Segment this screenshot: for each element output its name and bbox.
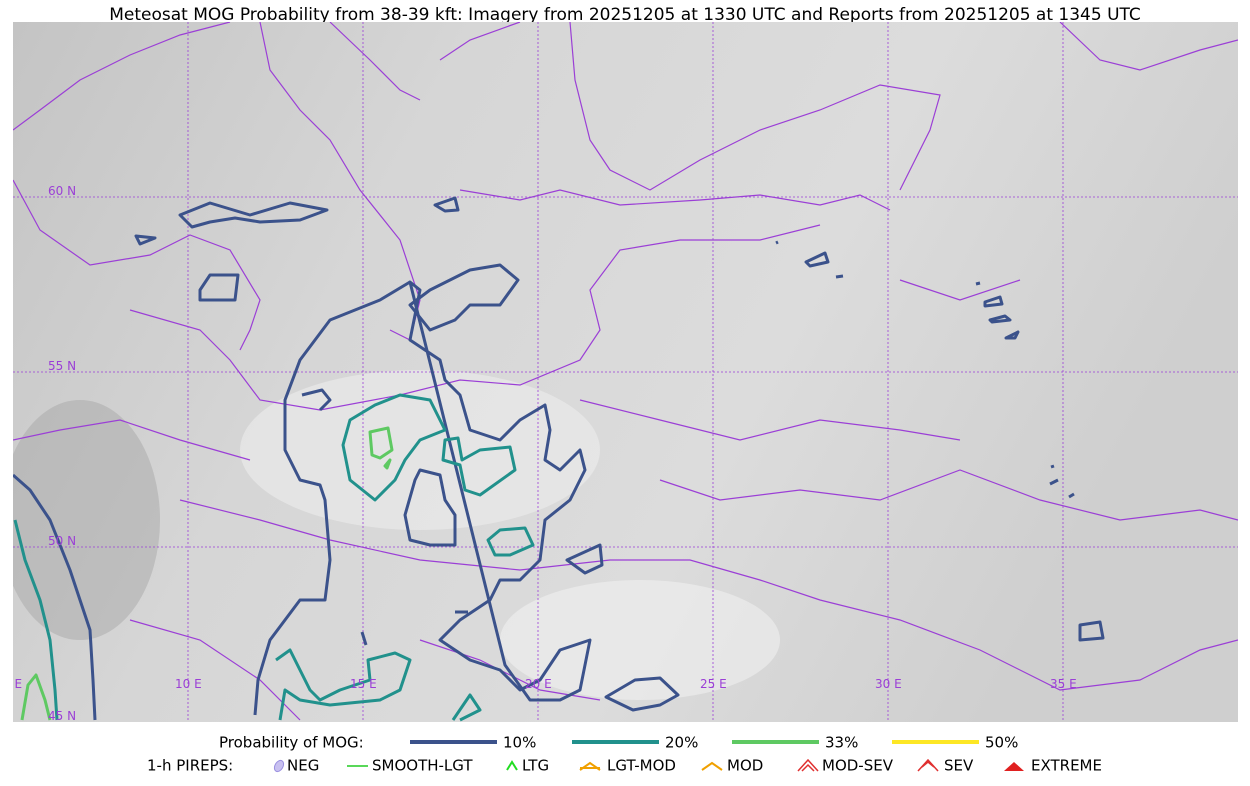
lon-label: 30 E xyxy=(875,677,902,691)
legend-label: 20% xyxy=(665,734,698,752)
lon-label: 25 E xyxy=(700,677,727,691)
dark-area xyxy=(13,400,160,640)
legend-label: MOD xyxy=(727,757,763,775)
icon-sev xyxy=(917,758,939,772)
legend-label: MOD-SEV xyxy=(822,757,894,775)
icon-ltg xyxy=(506,760,518,771)
cloud xyxy=(500,580,780,700)
lat-label: 60 N xyxy=(48,184,76,198)
legend-title: Probability of MOG: xyxy=(219,734,364,752)
icon-extreme xyxy=(1004,762,1024,771)
legend-label: 33% xyxy=(825,734,858,752)
legend-label: NEG xyxy=(287,757,319,775)
lat-label: 50 N xyxy=(48,534,76,548)
contours-33 xyxy=(20,426,394,721)
icon-lgt-mod xyxy=(579,761,601,771)
icon-mod-sev xyxy=(797,758,819,772)
contours-10 xyxy=(13,196,1105,721)
legend-title: 1-h PIREPS: xyxy=(147,757,233,775)
map: 60 N 55 N 50 N 45 N 5 E 10 E 15 E 20 E 25 E 30 E… xyxy=(3,22,1238,723)
legend-label: EXTREME xyxy=(1031,757,1102,775)
icon-neg xyxy=(273,759,285,773)
legend-label: LGT-MOD xyxy=(607,757,676,775)
cloud xyxy=(240,370,600,530)
lon-label: 15 E xyxy=(350,677,377,691)
graticule xyxy=(13,22,1238,722)
lat-labels: 60 N 55 N 50 N 45 N xyxy=(48,184,76,723)
legend-label: SEV xyxy=(944,757,974,775)
legend-label: 50% xyxy=(985,734,1018,752)
contours-20 xyxy=(13,393,535,722)
lon-label: 35 E xyxy=(1050,677,1077,691)
lon-label: 5 E xyxy=(3,677,22,691)
legend-label: SMOOTH-LGT xyxy=(372,757,473,775)
lat-label: 55 N xyxy=(48,359,76,373)
legend: Probability of MOG: 10% 20% 33% 50% 1-h PIREP… xyxy=(147,734,1102,775)
lon-labels: 5 E 10 E 15 E 20 E 25 E 30 E 35 E xyxy=(3,677,1077,691)
legend-label: LTG xyxy=(522,757,549,775)
legend-label: 10% xyxy=(503,734,536,752)
lon-label: 20 E xyxy=(525,677,552,691)
title: Meteosat MOG Probability from 38-39 kft:… xyxy=(109,5,1141,25)
icon-mod xyxy=(701,761,723,771)
lat-label: 45 N xyxy=(48,709,76,723)
lon-label: 10 E xyxy=(175,677,202,691)
